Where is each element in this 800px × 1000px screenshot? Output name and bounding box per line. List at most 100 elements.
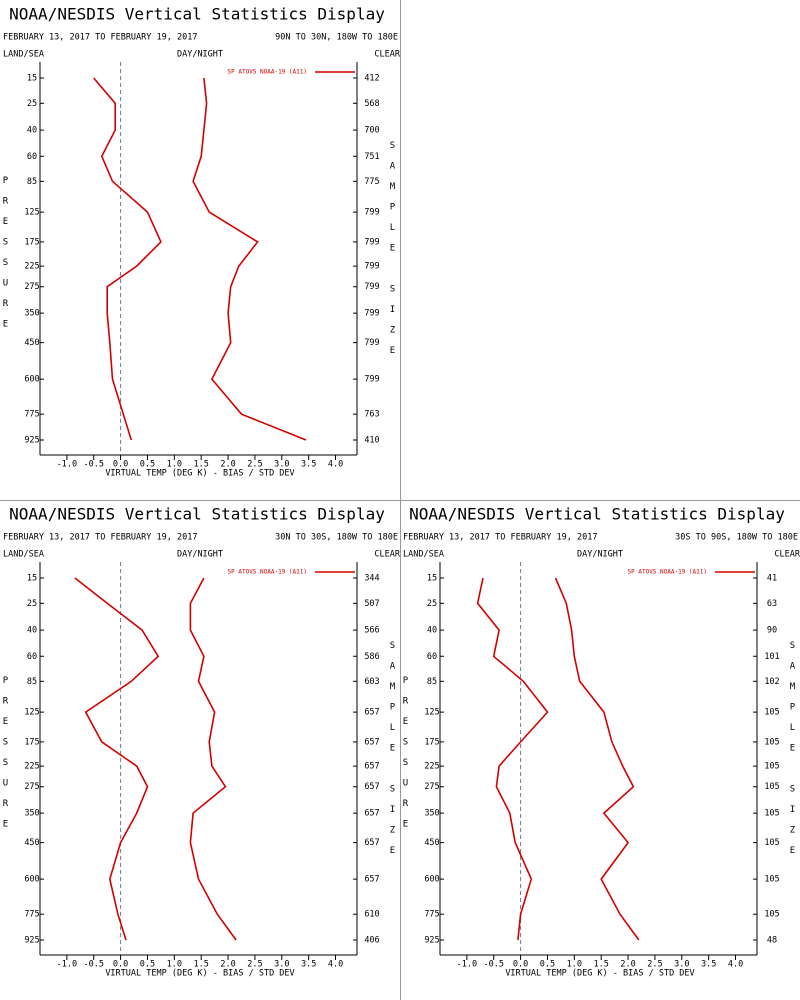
data-line [189,577,237,941]
y2-axis-label: SAMPLE SIZE [788,641,798,867]
date-range: FEBRUARY 13, 2017 TO FEBRUARY 19, 2017 [3,533,197,543]
data-line [93,77,162,441]
sample-size: 751 [364,152,379,162]
x-tick-label: 3.5 [301,960,316,970]
x-tick-label: 3.5 [301,460,316,470]
x-tick-label: 4.0 [728,960,743,970]
y-tick-label: 175 [24,237,39,247]
x-tick-label: 1.0 [567,960,582,970]
sample-size: 657 [364,782,379,792]
chart-title: NOAA/NESDIS Vertical Statistics Display [409,505,785,524]
y-tick-label: 275 [24,782,39,792]
sample-size: 799 [364,375,379,385]
land-sea-label: LAND/SEA [3,50,44,60]
sample-size: 102 [764,677,779,687]
x-tick-label: 0.0 [113,960,128,970]
y-tick-label: 225 [24,262,39,272]
legend-label: SP ATOVS NOAA-19 (A11) [628,569,707,576]
x-tick-label: 0.5 [140,460,155,470]
y-axis-label: PRESSURE [1,676,11,840]
sample-size: 410 [364,436,379,446]
x-tick-label: -1.0 [57,960,77,970]
sample-size: 507 [364,599,379,609]
y-tick-label: 40 [27,126,37,136]
land-sea-label: LAND/SEA [3,550,44,560]
region: 30S TO 90S, 180W TO 180E [675,533,798,543]
y-tick-label: 60 [27,652,37,662]
y-tick-label: 275 [24,282,39,292]
sample-size: 101 [764,652,779,662]
y-tick-label: 60 [427,652,437,662]
sample-size: 700 [364,126,379,136]
sample-size: 344 [364,574,379,584]
date-range: FEBRUARY 13, 2017 TO FEBRUARY 19, 2017 [403,533,597,543]
sample-size: 566 [364,626,379,636]
chart-title: NOAA/NESDIS Vertical Statistics Display [9,505,385,524]
y-tick-label: 40 [27,626,37,636]
y2-axis-label: SAMPLE SIZE [388,141,398,367]
x-axis-label: VIRTUAL TEMP (DEG K) - BIAS / STD DEV [105,469,294,479]
sample-size: 657 [364,762,379,772]
x-tick-label: 1.5 [194,960,209,970]
sample-size: 568 [364,99,379,109]
sample-size: 105 [764,910,779,920]
chart-panel: NOAA/NESDIS Vertical Statistics Display F… [1,505,401,979]
sample-size: 105 [764,708,779,718]
x-tick-label: 4.0 [328,460,343,470]
sample-size: 775 [364,177,379,187]
y-tick-label: 175 [24,737,39,747]
sample-size: 105 [764,809,779,819]
y-tick-label: 25 [27,599,37,609]
sample-size: 799 [364,237,379,247]
land-sea-label: LAND/SEA [403,550,444,560]
y-tick-label: 15 [427,574,437,584]
day-night-label: DAY/NIGHT [577,550,623,560]
x-tick-label: 0.0 [513,960,528,970]
sample-size: 105 [764,737,779,747]
chart-panel: NOAA/NESDIS Vertical Statistics Display F… [1,5,401,479]
sample-size: 105 [764,782,779,792]
y-tick-label: 225 [24,762,39,772]
x-tick-label: 0.5 [140,960,155,970]
x-tick-label: 3.0 [274,960,289,970]
sample-size: 412 [364,74,379,84]
x-tick-label: 2.0 [620,960,635,970]
y-tick-label: 225 [424,762,439,772]
y-tick-label: 350 [24,809,39,819]
sample-size: 603 [364,677,379,687]
y-tick-label: 125 [24,208,39,218]
sample-size: 657 [364,838,379,848]
y-tick-label: 775 [424,910,439,920]
y2-axis-label: SAMPLE SIZE [388,641,398,867]
sample-size: 406 [364,936,379,946]
sample-size: 763 [364,410,379,420]
y-tick-label: 85 [427,677,437,687]
y-tick-label: 450 [24,338,39,348]
x-axis-label: VIRTUAL TEMP (DEG K) - BIAS / STD DEV [505,969,694,979]
y-tick-label: 450 [24,838,39,848]
sample-size: 657 [364,875,379,885]
x-tick-label: 3.0 [674,960,689,970]
sample-size: 48 [767,936,777,946]
x-tick-label: 2.0 [220,460,235,470]
x-tick-label: 1.5 [194,460,209,470]
x-tick-label: 2.5 [647,960,662,970]
x-tick-label: -1.0 [57,460,77,470]
date-range: FEBRUARY 13, 2017 TO FEBRUARY 19, 2017 [3,33,197,43]
y-tick-label: 25 [427,599,437,609]
sample-size: 657 [364,737,379,747]
sample-size: 799 [364,338,379,348]
sample-size: 657 [364,809,379,819]
x-tick-label: 1.0 [167,460,182,470]
x-tick-label: -0.5 [83,960,103,970]
chart-title: NOAA/NESDIS Vertical Statistics Display [9,5,385,24]
x-tick-label: 2.0 [220,960,235,970]
data-line [476,577,549,941]
y-tick-label: 925 [24,936,39,946]
y-tick-label: 600 [24,875,39,885]
region: 30N TO 30S, 180W TO 180E [275,533,398,543]
y-tick-label: 60 [27,152,37,162]
y-tick-label: 600 [24,375,39,385]
